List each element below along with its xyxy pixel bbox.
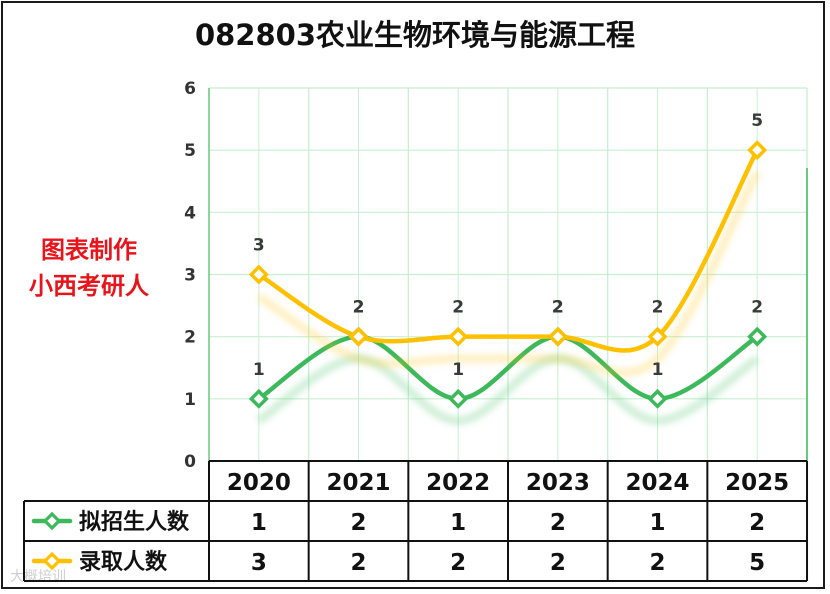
table-cell: 1 xyxy=(650,510,666,536)
series-marker-1 xyxy=(248,264,269,285)
legend-marker-0 xyxy=(42,511,62,531)
table-cell: 2 xyxy=(550,550,566,576)
x-category-label: 2025 xyxy=(725,470,789,496)
x-category-label: 2021 xyxy=(326,470,390,496)
table-cell: 3 xyxy=(251,550,267,576)
table-cell: 2 xyxy=(550,510,566,536)
data-label-1: 3 xyxy=(253,236,265,256)
data-label-0: 1 xyxy=(253,360,265,380)
series-marker-1 xyxy=(647,326,668,347)
table-cell: 2 xyxy=(749,510,765,536)
data-label-0: 1 xyxy=(452,360,464,380)
series-marker-1 xyxy=(348,326,369,347)
series-shadow-0 xyxy=(256,354,760,426)
series-shadow-1 xyxy=(256,170,762,377)
y-tick-label: 4 xyxy=(184,203,196,223)
legend-label-1: 录取人数 xyxy=(79,549,168,575)
data-label-0: 2 xyxy=(353,298,365,318)
y-tick-label: 3 xyxy=(184,266,196,286)
chart-title: 082803农业生物环境与能源工程 xyxy=(194,18,636,52)
series-marker-1 xyxy=(448,326,469,347)
y-tick-label: 6 xyxy=(184,79,196,99)
series-marker-0 xyxy=(248,388,269,409)
series-marker-0 xyxy=(647,388,668,409)
data-label-1: 2 xyxy=(353,298,365,318)
x-category-label: 2023 xyxy=(526,470,590,496)
x-category-label: 2024 xyxy=(626,470,690,496)
legend-marker-1 xyxy=(42,551,62,571)
table-cell: 2 xyxy=(350,550,366,576)
y-tick-label: 5 xyxy=(184,141,196,161)
series-line-0 xyxy=(256,334,760,402)
series-marker-0 xyxy=(448,388,469,409)
data-label-0: 1 xyxy=(652,360,664,380)
data-label-0: 2 xyxy=(552,298,564,318)
data-label-1: 2 xyxy=(552,298,564,318)
side-note-line-2: 小西考研人 xyxy=(29,272,149,300)
series-marker-1 xyxy=(547,326,568,347)
x-category-label: 2020 xyxy=(227,470,291,496)
table-cell: 1 xyxy=(450,510,466,536)
y-tick-label: 1 xyxy=(184,390,196,410)
data-label-1: 2 xyxy=(452,298,464,318)
side-note-line-1: 图表制作 xyxy=(41,236,137,264)
data-table: 2020 2021 2022 2023 2024 2025 拟招生人数 1 2 1 2 1 2 录取人数 3… xyxy=(23,460,809,582)
legend-label-0: 拟招生人数 xyxy=(79,509,190,535)
table-cell: 1 xyxy=(251,510,267,536)
y-tick-label: 0 xyxy=(184,452,196,472)
y-tick-label: 2 xyxy=(184,328,196,348)
data-label-0: 2 xyxy=(751,298,763,318)
table-cell: 5 xyxy=(749,550,765,576)
x-category-label: 2022 xyxy=(426,470,490,496)
series-marker-0 xyxy=(747,326,768,347)
data-label-1: 2 xyxy=(652,298,664,318)
series-marker-1 xyxy=(747,140,768,161)
data-label-1: 5 xyxy=(751,111,763,131)
table-cell: 2 xyxy=(450,550,466,576)
table-cell: 2 xyxy=(350,510,366,536)
table-cell: 2 xyxy=(650,550,666,576)
